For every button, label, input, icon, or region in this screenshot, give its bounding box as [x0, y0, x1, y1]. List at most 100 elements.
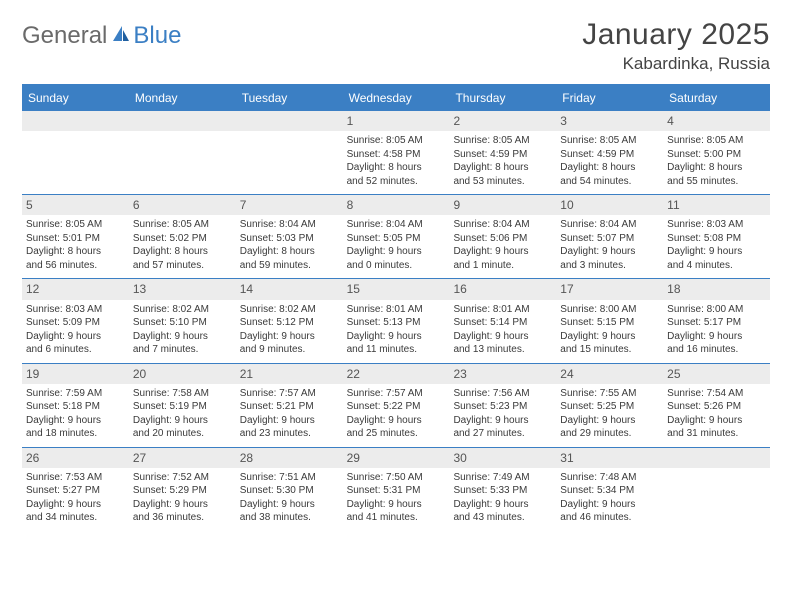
dow-cell: Tuesday [236, 86, 343, 110]
daylight-line-1: Daylight: 9 hours [347, 414, 446, 428]
day-cell: 25Sunrise: 7:54 AMSunset: 5:26 PMDayligh… [663, 364, 770, 447]
dow-cell: Wednesday [343, 86, 450, 110]
week-row: 19Sunrise: 7:59 AMSunset: 5:18 PMDayligh… [22, 363, 770, 447]
daylight-line-1: Daylight: 8 hours [560, 161, 659, 175]
sunset-line: Sunset: 5:08 PM [667, 232, 766, 246]
logo-text-general: General [22, 22, 107, 50]
day-cell: 21Sunrise: 7:57 AMSunset: 5:21 PMDayligh… [236, 364, 343, 447]
daylight-line-2: and 23 minutes. [240, 427, 339, 441]
daylight-line-2: and 15 minutes. [560, 343, 659, 357]
sunrise-line: Sunrise: 8:03 AM [26, 303, 125, 317]
daylight-line-1: Daylight: 9 hours [347, 245, 446, 259]
sunrise-line: Sunrise: 7:53 AM [26, 471, 125, 485]
dow-cell: Saturday [663, 86, 770, 110]
daylight-line-1: Daylight: 9 hours [240, 498, 339, 512]
sunrise-line: Sunrise: 7:48 AM [560, 471, 659, 485]
day-number: 30 [449, 448, 556, 468]
day-cell: 17Sunrise: 8:00 AMSunset: 5:15 PMDayligh… [556, 279, 663, 362]
daylight-line-2: and 0 minutes. [347, 259, 446, 273]
sunset-line: Sunset: 5:25 PM [560, 400, 659, 414]
daylight-line-2: and 31 minutes. [667, 427, 766, 441]
day-cell: 14Sunrise: 8:02 AMSunset: 5:12 PMDayligh… [236, 279, 343, 362]
sunset-line: Sunset: 5:22 PM [347, 400, 446, 414]
dow-cell: Monday [129, 86, 236, 110]
day-number: 18 [663, 279, 770, 299]
day-number: 23 [449, 364, 556, 384]
day-number: 16 [449, 279, 556, 299]
daylight-line-1: Daylight: 8 hours [667, 161, 766, 175]
sunset-line: Sunset: 5:03 PM [240, 232, 339, 246]
sunrise-line: Sunrise: 7:57 AM [240, 387, 339, 401]
sunrise-line: Sunrise: 8:04 AM [347, 218, 446, 232]
sunrise-line: Sunrise: 8:05 AM [133, 218, 232, 232]
daylight-line-2: and 25 minutes. [347, 427, 446, 441]
day-number: . [22, 111, 129, 131]
daylight-line-1: Daylight: 9 hours [453, 330, 552, 344]
day-cell: 20Sunrise: 7:58 AMSunset: 5:19 PMDayligh… [129, 364, 236, 447]
sunset-line: Sunset: 5:00 PM [667, 148, 766, 162]
sunset-line: Sunset: 5:23 PM [453, 400, 552, 414]
sunrise-line: Sunrise: 8:04 AM [240, 218, 339, 232]
sunset-line: Sunset: 5:07 PM [560, 232, 659, 246]
day-cell: 30Sunrise: 7:49 AMSunset: 5:33 PMDayligh… [449, 448, 556, 531]
sunrise-line: Sunrise: 7:52 AM [133, 471, 232, 485]
sunset-line: Sunset: 4:58 PM [347, 148, 446, 162]
daylight-line-1: Daylight: 9 hours [667, 330, 766, 344]
day-cell: 9Sunrise: 8:04 AMSunset: 5:06 PMDaylight… [449, 195, 556, 278]
daylight-line-1: Daylight: 9 hours [26, 414, 125, 428]
month-title: January 2025 [582, 18, 770, 52]
dow-cell: Thursday [449, 86, 556, 110]
sunrise-line: Sunrise: 8:04 AM [453, 218, 552, 232]
sunset-line: Sunset: 5:17 PM [667, 316, 766, 330]
daylight-line-2: and 55 minutes. [667, 175, 766, 189]
daylight-line-1: Daylight: 9 hours [453, 245, 552, 259]
day-number: 28 [236, 448, 343, 468]
sunset-line: Sunset: 5:34 PM [560, 484, 659, 498]
day-cell: 5Sunrise: 8:05 AMSunset: 5:01 PMDaylight… [22, 195, 129, 278]
sunset-line: Sunset: 5:15 PM [560, 316, 659, 330]
daylight-line-1: Daylight: 9 hours [347, 498, 446, 512]
daylight-line-2: and 57 minutes. [133, 259, 232, 273]
sunset-line: Sunset: 4:59 PM [453, 148, 552, 162]
sunset-line: Sunset: 5:09 PM [26, 316, 125, 330]
sunrise-line: Sunrise: 8:02 AM [133, 303, 232, 317]
sunrise-line: Sunrise: 8:00 AM [667, 303, 766, 317]
daylight-line-1: Daylight: 9 hours [133, 414, 232, 428]
day-number: . [663, 448, 770, 468]
daylight-line-2: and 41 minutes. [347, 511, 446, 525]
daylight-line-2: and 27 minutes. [453, 427, 552, 441]
daylight-line-1: Daylight: 9 hours [453, 414, 552, 428]
day-cell: 22Sunrise: 7:57 AMSunset: 5:22 PMDayligh… [343, 364, 450, 447]
day-number: 20 [129, 364, 236, 384]
logo: General Blue [22, 18, 181, 50]
daylight-line-1: Daylight: 8 hours [240, 245, 339, 259]
day-cell: 16Sunrise: 8:01 AMSunset: 5:14 PMDayligh… [449, 279, 556, 362]
dow-cell: Friday [556, 86, 663, 110]
sunset-line: Sunset: 5:06 PM [453, 232, 552, 246]
sunrise-line: Sunrise: 8:05 AM [560, 134, 659, 148]
daylight-line-2: and 56 minutes. [26, 259, 125, 273]
sunrise-line: Sunrise: 7:50 AM [347, 471, 446, 485]
daylight-line-2: and 59 minutes. [240, 259, 339, 273]
day-number: 11 [663, 195, 770, 215]
day-cell: 13Sunrise: 8:02 AMSunset: 5:10 PMDayligh… [129, 279, 236, 362]
week-row: ...1Sunrise: 8:05 AMSunset: 4:58 PMDayli… [22, 110, 770, 194]
day-number: 22 [343, 364, 450, 384]
location: Kabardinka, Russia [582, 54, 770, 74]
daylight-line-2: and 9 minutes. [240, 343, 339, 357]
daylight-line-1: Daylight: 8 hours [347, 161, 446, 175]
day-number: 29 [343, 448, 450, 468]
sunset-line: Sunset: 5:13 PM [347, 316, 446, 330]
day-number: 6 [129, 195, 236, 215]
day-number: . [236, 111, 343, 131]
day-cell: 2Sunrise: 8:05 AMSunset: 4:59 PMDaylight… [449, 111, 556, 194]
day-cell: 6Sunrise: 8:05 AMSunset: 5:02 PMDaylight… [129, 195, 236, 278]
daylight-line-2: and 6 minutes. [26, 343, 125, 357]
day-cell: 27Sunrise: 7:52 AMSunset: 5:29 PMDayligh… [129, 448, 236, 531]
daylight-line-2: and 20 minutes. [133, 427, 232, 441]
day-cell: 15Sunrise: 8:01 AMSunset: 5:13 PMDayligh… [343, 279, 450, 362]
daylight-line-1: Daylight: 9 hours [667, 414, 766, 428]
week-row: 5Sunrise: 8:05 AMSunset: 5:01 PMDaylight… [22, 194, 770, 278]
sunrise-line: Sunrise: 8:05 AM [667, 134, 766, 148]
daylight-line-1: Daylight: 9 hours [560, 414, 659, 428]
